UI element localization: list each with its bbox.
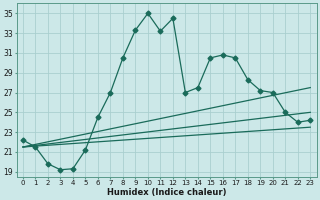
X-axis label: Humidex (Indice chaleur): Humidex (Indice chaleur) [107, 188, 226, 197]
